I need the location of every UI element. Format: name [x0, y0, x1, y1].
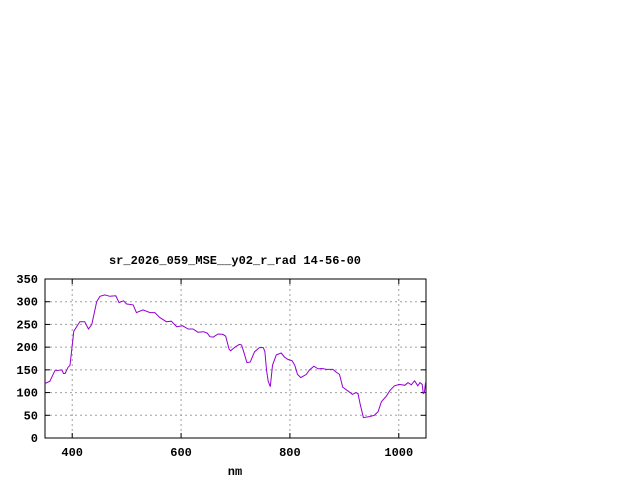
series-line: [44, 294, 426, 419]
x-tick-label: 400: [61, 446, 83, 460]
plot-frame: [44, 278, 427, 439]
y-tick-label: 350: [16, 273, 38, 287]
y-tick-label: 150: [16, 364, 38, 378]
y-tick-label: 200: [16, 341, 38, 355]
y-tick-label: 0: [31, 432, 38, 446]
grid: [45, 279, 426, 438]
x-axis-label: nm: [228, 465, 242, 479]
x-tick-label: 800: [279, 446, 301, 460]
y-tick-label: 50: [24, 409, 38, 423]
ticks: 400 600 800 1000 0 50 100 150 200 250 300 350: [16, 273, 426, 460]
x-tick-label: 1000: [384, 446, 413, 460]
chart-title: sr_2026_059_MSE__y02_r_rad 14-56-00: [109, 254, 361, 268]
y-tick-label: 250: [16, 318, 38, 332]
y-tick-label: 100: [16, 387, 38, 401]
x-tick-label: 600: [170, 446, 192, 460]
y-tick-label: 300: [16, 296, 38, 310]
